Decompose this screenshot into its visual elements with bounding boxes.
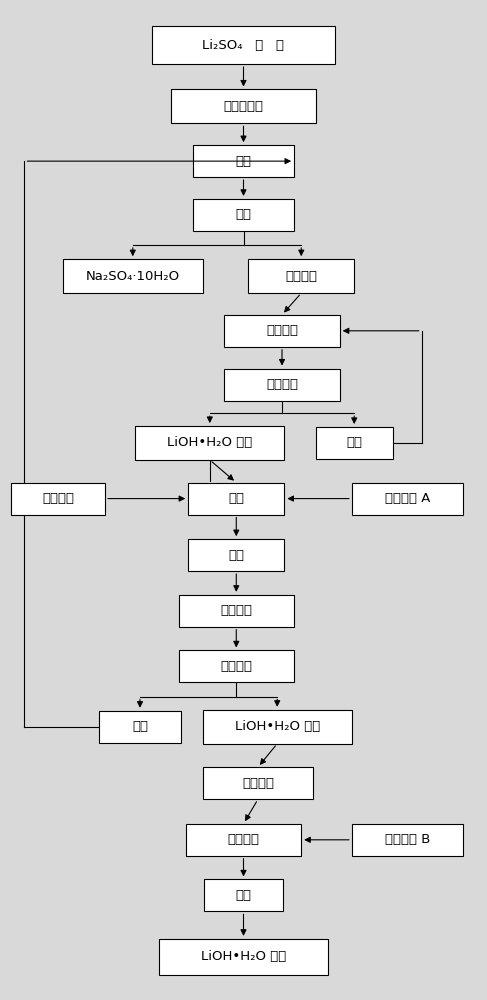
Text: 过滤: 过滤 [228, 549, 244, 562]
Text: LiOH•H₂O 湿品: LiOH•H₂O 湿品 [235, 720, 320, 733]
Text: 重溶: 重溶 [228, 492, 244, 505]
Bar [188, 483, 284, 515]
Text: 改性试剂 B: 改性试剂 B [385, 833, 430, 846]
Bar [203, 767, 313, 799]
Bar [248, 259, 354, 293]
Bar [186, 824, 301, 856]
Text: 混合冷却: 混合冷却 [227, 833, 260, 846]
Bar [204, 879, 283, 911]
Bar [352, 483, 463, 515]
Text: 蒸发浓缩: 蒸发浓缩 [266, 324, 298, 337]
Text: 清液过滤: 清液过滤 [285, 270, 317, 283]
Bar [193, 145, 294, 177]
Text: 分离: 分离 [236, 208, 251, 221]
Text: 滤液: 滤液 [132, 720, 148, 733]
Bar [224, 369, 340, 401]
Bar [171, 89, 316, 123]
Text: 过滤: 过滤 [346, 436, 362, 449]
Text: 去离子水: 去离子水 [42, 492, 74, 505]
Text: 冷冻: 冷冻 [236, 155, 251, 168]
Bar [203, 710, 352, 744]
Bar [179, 650, 294, 682]
Text: 分离淋洗: 分离淋洗 [266, 378, 298, 391]
Text: 蒸发浓缩: 蒸发浓缩 [220, 604, 252, 617]
Bar [99, 711, 181, 743]
Bar [152, 26, 335, 64]
Bar [11, 483, 105, 515]
Text: LiOH•H₂O 产品: LiOH•H₂O 产品 [201, 950, 286, 963]
Text: 复分解反应: 复分解反应 [224, 100, 263, 113]
Text: 真空干燥: 真空干燥 [242, 777, 274, 790]
Text: 包装: 包装 [236, 889, 251, 902]
Text: Na₂SO₄·10H₂O: Na₂SO₄·10H₂O [86, 270, 180, 283]
Bar [352, 824, 463, 856]
Text: LiOH•H₂O 糙品: LiOH•H₂O 糙品 [167, 436, 252, 449]
Bar [316, 427, 393, 459]
Text: 改性试剂 A: 改性试剂 A [385, 492, 430, 505]
Bar [135, 426, 284, 460]
Bar [188, 539, 284, 571]
Text: Li₂SO₄   溶   液: Li₂SO₄ 溶 液 [203, 39, 284, 52]
Bar [193, 199, 294, 231]
Bar [63, 259, 203, 293]
Bar [179, 595, 294, 627]
Text: 结晶分离: 结晶分离 [220, 660, 252, 673]
Bar [159, 939, 328, 975]
Bar [224, 315, 340, 347]
